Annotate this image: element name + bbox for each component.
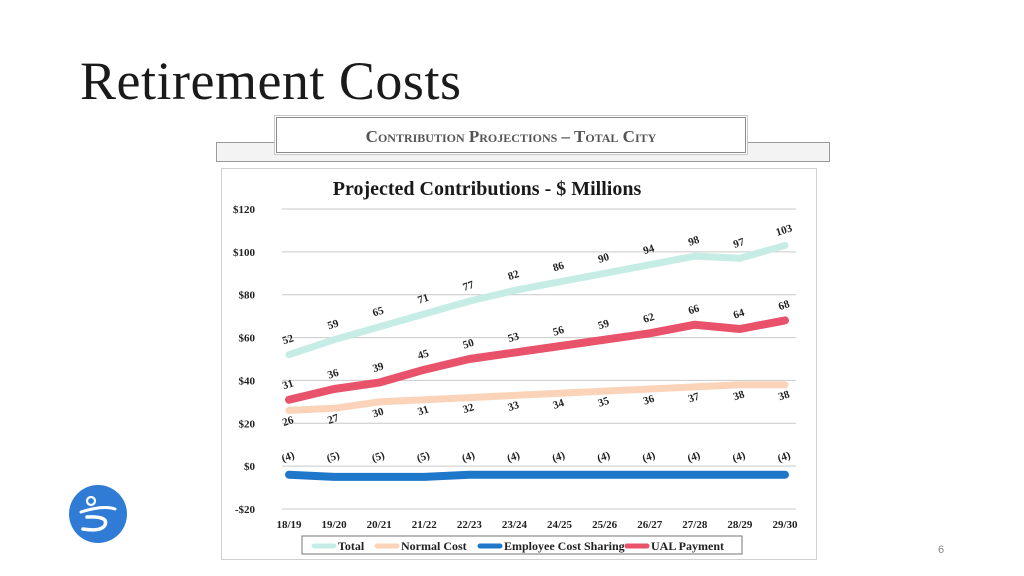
data-label: 64 — [732, 307, 747, 322]
chart-frame: Projected Contributions - $ Millions -$20… — [221, 168, 817, 560]
data-label: 90 — [597, 251, 612, 266]
data-label: 65 — [371, 304, 386, 319]
x-tick-label: 28/29 — [727, 519, 753, 531]
y-tick-label: -$20 — [235, 504, 256, 516]
data-label: 32 — [461, 401, 476, 416]
data-label: 59 — [326, 317, 341, 332]
line-chart: Projected Contributions - $ Millions -$20… — [233, 178, 798, 555]
x-tick-label: 18/19 — [276, 519, 302, 531]
banner-text: Contribution Projections – Total City — [365, 127, 657, 146]
y-tick-label: $120 — [233, 204, 256, 216]
data-label: (4) — [731, 449, 747, 464]
series-line-ual-payment — [285, 316, 789, 404]
data-label: 30 — [371, 405, 386, 420]
x-tick-label: 23/24 — [502, 519, 528, 531]
slide-title: Retirement Costs — [80, 51, 462, 111]
data-label: 66 — [687, 302, 702, 317]
data-label: 97 — [732, 236, 747, 251]
y-tick-label: $60 — [239, 333, 256, 345]
legend-label: UAL Payment — [651, 539, 724, 553]
data-label: (4) — [641, 449, 657, 464]
x-tick-label: 21/22 — [412, 519, 438, 531]
y-tick-label: $80 — [239, 290, 256, 302]
series-line-employee-cost-sharing — [285, 470, 789, 481]
data-label: 98 — [687, 234, 702, 249]
city-logo-icon — [69, 485, 127, 543]
data-label: 26 — [281, 414, 296, 429]
data-label: 68 — [777, 298, 792, 313]
data-label: (4) — [776, 449, 792, 464]
data-label: 94 — [642, 242, 657, 257]
data-label: 59 — [597, 317, 612, 332]
legend-label: Normal Cost — [401, 539, 467, 553]
data-label: 34 — [552, 397, 567, 412]
data-label: (4) — [551, 449, 567, 464]
data-label: 35 — [597, 395, 612, 410]
y-tick-label: $40 — [239, 375, 256, 387]
data-label: (4) — [280, 449, 296, 464]
y-tick-label: $20 — [239, 418, 256, 430]
data-label: (4) — [460, 449, 476, 464]
data-label: (4) — [596, 449, 612, 464]
data-label: 36 — [326, 367, 341, 382]
data-label: (5) — [325, 449, 341, 464]
x-tick-label: 22/23 — [457, 519, 483, 531]
data-label: 86 — [552, 259, 567, 274]
data-label: (5) — [370, 449, 386, 464]
data-label: 50 — [461, 337, 476, 352]
y-tick-label: $0 — [244, 461, 256, 473]
data-label: 103 — [774, 222, 794, 239]
chart-title: Projected Contributions - $ Millions — [333, 178, 642, 200]
data-label: 71 — [416, 292, 430, 307]
x-tick-label: 20/21 — [367, 519, 392, 531]
data-label: 62 — [642, 311, 657, 326]
data-label: 27 — [326, 412, 341, 427]
data-label: 53 — [506, 330, 521, 345]
data-label: 31 — [281, 377, 295, 392]
data-label: 52 — [281, 332, 296, 347]
legend-label: Total — [338, 539, 365, 553]
data-label: 33 — [506, 399, 521, 414]
y-tick-label: $100 — [233, 247, 256, 259]
x-tick-label: 19/20 — [322, 519, 348, 531]
x-tick-label: 24/25 — [547, 519, 573, 531]
page-number: 6 — [938, 544, 945, 556]
x-tick-label: 26/27 — [637, 519, 663, 531]
data-label: 36 — [642, 393, 657, 408]
data-label: 38 — [732, 388, 747, 403]
banner-box: Contribution Projections – Total City — [276, 117, 746, 153]
data-label: 38 — [777, 388, 792, 403]
x-tick-label: 29/30 — [772, 519, 798, 531]
x-tick-label: 25/26 — [592, 519, 618, 531]
data-label: (4) — [506, 449, 522, 464]
legend-label: Employee Cost Sharing — [504, 539, 625, 553]
data-label: (4) — [686, 449, 702, 464]
legend-box — [301, 535, 743, 555]
data-label: 37 — [687, 390, 702, 405]
series-line-total — [285, 241, 789, 359]
data-label: 45 — [416, 347, 431, 362]
data-label: 56 — [552, 324, 567, 339]
data-label: 77 — [461, 279, 476, 294]
data-label: 39 — [371, 360, 386, 375]
data-label: 31 — [416, 403, 430, 418]
data-label: 82 — [506, 268, 521, 283]
data-label: (5) — [415, 449, 431, 464]
series-line-normal-cost — [285, 381, 789, 414]
x-tick-label: 27/28 — [682, 519, 708, 531]
